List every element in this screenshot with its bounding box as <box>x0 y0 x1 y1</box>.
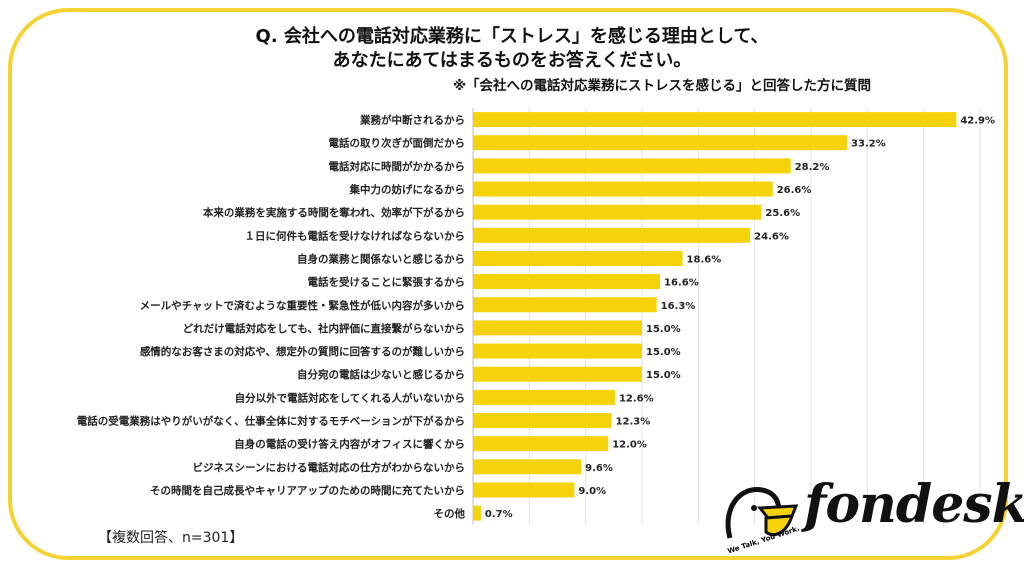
chart-title-line2: あなたにあてはまるものをお答えください。 <box>332 50 692 71</box>
value-label: 12.6% <box>619 393 654 404</box>
logo-wordmark: fondesk <box>804 474 1024 535</box>
value-label: 24.6% <box>754 231 789 242</box>
bar <box>473 413 612 429</box>
category-label: 電話を受けることに緊張するから <box>308 276 466 289</box>
bar <box>473 227 751 243</box>
bar <box>473 343 642 359</box>
value-label: 28.2% <box>795 162 830 173</box>
category-label: どれだけ電話対応をしても、社内評価に直接繋がらないから <box>183 322 465 335</box>
value-label: 16.6% <box>664 278 699 289</box>
bar <box>473 112 957 128</box>
bar <box>473 436 609 452</box>
bar <box>473 459 582 475</box>
value-label: 15.0% <box>646 324 681 335</box>
category-label: 自身の業務と関係ないと感じるから <box>297 252 465 265</box>
category-label: 自分宛の電話は少ないと感じるから <box>297 368 465 381</box>
value-label: 9.6% <box>585 463 613 474</box>
chart-title-line1: Q. 会社への電話対応業務に「ストレス」を感じる理由として、 <box>255 26 769 47</box>
value-label: 0.7% <box>485 509 513 520</box>
bar <box>473 250 683 266</box>
bar <box>473 389 615 405</box>
category-label: 集中力の妨げになるから <box>349 183 466 196</box>
category-label: 業務が中断されるから <box>359 114 465 127</box>
bar <box>473 135 848 151</box>
bar <box>473 505 481 521</box>
value-label: 15.0% <box>646 370 681 381</box>
respondent-note: 【複数回答、n=301】 <box>98 530 244 546</box>
bar <box>473 181 773 197</box>
category-label: 電話の受電業務はやりがいがなく、仕事全体に対するモチベーションが下がるから <box>77 415 465 428</box>
value-label: 12.0% <box>612 440 647 451</box>
bar <box>473 320 642 336</box>
value-label: 25.6% <box>765 208 800 219</box>
fondesk-logo: fondesk We Talk, You Work. <box>720 474 1024 558</box>
bar <box>473 366 642 382</box>
category-label: その他 <box>434 507 466 520</box>
bar <box>473 204 762 220</box>
value-label: 42.9% <box>960 116 995 127</box>
category-label: 感情的なお客さまの対応や、想定外の質問に回答するのが難しいから <box>140 345 465 358</box>
bar <box>473 297 657 313</box>
value-label: 15.0% <box>646 347 681 358</box>
category-label: ビジネスシーンにおける電話対応の仕方がわからないから <box>193 461 465 474</box>
category-label: メールやチャットで済むような重要性・緊急性が低い内容が多いから <box>140 299 465 312</box>
chart-subtitle: ※「会社への電話対応業務にストレスを感じる」と回答した方に質問 <box>452 78 872 94</box>
pelican-icon <box>725 487 799 539</box>
value-label: 33.2% <box>851 139 886 150</box>
category-label: 本来の業務を実施する時間を奪われ、効率が下がるから <box>203 206 465 219</box>
value-label: 12.3% <box>616 417 651 428</box>
category-label: 電話対応に時間がかかるから <box>329 160 466 173</box>
bar <box>473 158 791 174</box>
value-label: 26.6% <box>777 185 812 196</box>
bar <box>473 274 661 290</box>
category-label: その時間を自己成長やキャリアアップのための時間に充てたいから <box>150 484 465 497</box>
category-label: 自身の電話の受け答え内容がオフィスに響くから <box>234 438 465 451</box>
category-label: 電話の取り次ぎが面倒だから <box>329 137 466 150</box>
bar <box>473 482 575 498</box>
value-label: 9.0% <box>578 486 606 497</box>
category-label: 自分以外で電話対応をしてくれる人がいないから <box>235 391 465 404</box>
category-label: １日に何件も電話を受けなければならないから <box>245 229 466 242</box>
value-label: 16.3% <box>661 301 696 312</box>
frame-border <box>8 8 1008 560</box>
value-label: 18.6% <box>687 254 722 265</box>
